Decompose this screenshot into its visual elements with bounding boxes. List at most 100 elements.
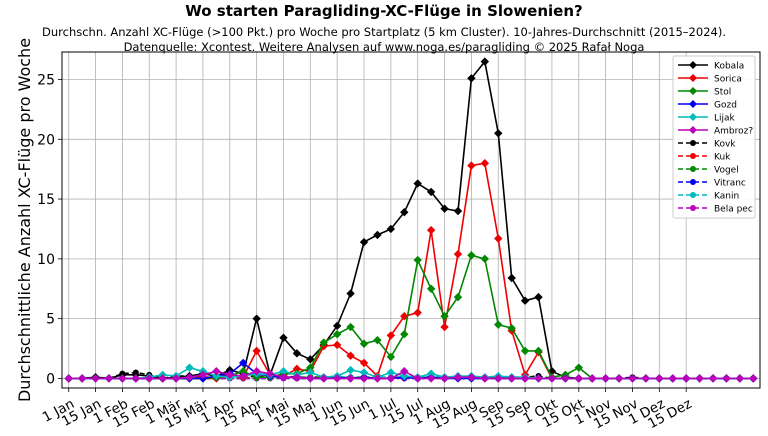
legend-entry: Lijak xyxy=(678,113,736,124)
data-point xyxy=(239,367,248,376)
data-point xyxy=(413,308,422,317)
data-point xyxy=(534,374,543,383)
legend-label: Kobala xyxy=(714,62,744,72)
legend-entry: Vitranc xyxy=(678,179,746,189)
legend-label: Stol xyxy=(714,88,731,98)
data-point xyxy=(332,374,342,383)
data-point xyxy=(574,363,583,372)
legend-entry: Kovk xyxy=(678,140,736,150)
chart-subtitle-line2: Datenquelle: Xcontest. Weitere Analysen … xyxy=(124,40,645,54)
data-point xyxy=(453,206,463,216)
legend-marker xyxy=(689,74,697,82)
legend-marker xyxy=(690,205,696,211)
data-point xyxy=(400,371,409,381)
data-point xyxy=(171,374,181,383)
legend: Kobala Sorica Stol Gozd Lijak Ambroz? Kovk Kuk V… xyxy=(672,55,756,219)
data-point xyxy=(440,312,449,321)
legend-label: Kuk xyxy=(714,153,731,163)
data-point xyxy=(346,374,355,383)
grid-layer xyxy=(62,52,760,388)
data-point xyxy=(346,289,355,298)
data-point xyxy=(534,292,543,302)
series-line xyxy=(68,59,754,380)
data-point xyxy=(749,374,758,383)
data-point xyxy=(373,374,382,383)
data-point xyxy=(413,374,422,383)
data-point xyxy=(306,368,315,377)
legend-marker xyxy=(689,113,697,121)
data-point xyxy=(252,346,261,356)
data-point xyxy=(467,74,476,83)
data-point xyxy=(480,374,490,383)
legend-entry: Kanin xyxy=(678,192,739,202)
data-point xyxy=(413,255,422,265)
series-sorica xyxy=(64,159,758,383)
data-point xyxy=(588,374,597,383)
data-point xyxy=(346,322,355,332)
series-kobala xyxy=(64,57,758,383)
data-point xyxy=(601,374,610,383)
data-point xyxy=(668,374,677,383)
data-point xyxy=(64,374,73,383)
legend-entry: Ambroz? xyxy=(678,126,753,137)
data-point xyxy=(185,363,194,372)
data-point xyxy=(252,314,261,323)
y-tick-label: 20 xyxy=(37,132,55,148)
legend-entry: Stol xyxy=(678,87,731,98)
data-point xyxy=(708,374,718,383)
data-point xyxy=(453,249,463,259)
data-point xyxy=(373,230,382,240)
data-point xyxy=(722,374,731,383)
data-point xyxy=(386,224,396,234)
data-point xyxy=(346,351,355,360)
data-point xyxy=(467,251,476,260)
data-point xyxy=(547,374,557,383)
legend-label: Gozd xyxy=(714,101,737,111)
data-point xyxy=(467,373,476,382)
series-line xyxy=(68,162,754,380)
legend-marker xyxy=(689,100,697,108)
data-point xyxy=(628,374,637,383)
data-point xyxy=(735,374,745,383)
data-point xyxy=(426,374,436,383)
data-point xyxy=(494,234,503,243)
data-point xyxy=(386,352,396,362)
data-point xyxy=(319,374,328,383)
data-point xyxy=(292,373,302,382)
data-point xyxy=(547,367,557,376)
data-point xyxy=(574,374,583,383)
y-tick-label: 5 xyxy=(46,312,55,328)
data-point xyxy=(386,368,396,377)
series-line xyxy=(68,254,754,380)
legend-label: Kanin xyxy=(714,192,739,202)
legend-label: Vitranc xyxy=(714,179,746,189)
legend-marker xyxy=(689,87,697,95)
data-point xyxy=(507,273,516,283)
data-point xyxy=(426,225,436,235)
data-point xyxy=(561,374,570,383)
legend-label: Vogel xyxy=(714,166,739,176)
data-point xyxy=(426,284,436,293)
series-stol xyxy=(64,251,758,383)
data-point xyxy=(520,346,530,356)
data-point xyxy=(332,340,342,350)
legend-entry: Sorica xyxy=(678,74,742,85)
legend-label: Bela pec xyxy=(714,205,753,215)
legend-label: Ambroz? xyxy=(714,127,753,137)
legend-entry: Kuk xyxy=(678,153,731,163)
series-line xyxy=(68,370,754,380)
legend-entry: Vogel xyxy=(678,166,739,176)
legend-marker xyxy=(690,140,696,146)
data-point xyxy=(400,367,409,376)
data-point xyxy=(386,374,396,383)
data-point xyxy=(279,373,288,382)
data-point xyxy=(359,374,369,383)
data-point xyxy=(373,335,382,345)
data-point xyxy=(306,374,315,383)
data-point xyxy=(681,374,691,383)
y-tick-label: 15 xyxy=(37,192,55,208)
data-point xyxy=(212,367,221,376)
data-point xyxy=(494,374,503,383)
data-point xyxy=(359,368,369,377)
y-tick-label: 25 xyxy=(37,73,55,89)
